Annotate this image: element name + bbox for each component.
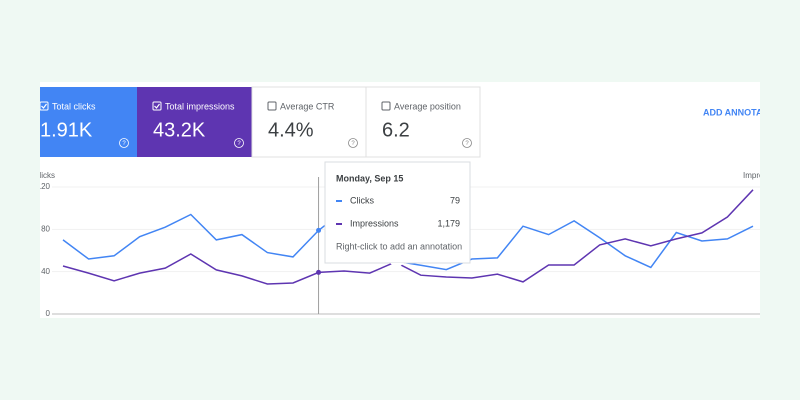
hover-point [316,227,322,233]
metric-label: Average CTR [280,101,335,111]
help-icon [234,138,244,148]
help-icon [119,138,129,148]
add-annotation[interactable]: ADD ANNOTATION [703,107,783,117]
help-icon-mark: ? [122,141,126,147]
help-icon-mark: ? [351,141,355,147]
metric-label: Total impressions [165,101,235,111]
tooltip-title: Monday, Sep 15 [336,173,403,183]
tooltip-footer: Right-click to add an annotation [336,241,462,251]
y-axis-title: Clicks [34,171,55,180]
tooltip-series-name: Impressions [350,218,399,228]
y-tick-label: 120 [37,182,51,191]
help-icon [462,138,472,148]
y-tick-label: 80 [41,224,50,233]
metric-card[interactable] [30,87,137,157]
tooltip-value: 1,179 [437,218,460,228]
metric-card[interactable] [137,87,252,157]
metric-label: Total clicks [52,101,96,111]
checkbox[interactable] [267,101,277,111]
metric-card[interactable] [251,86,367,158]
metric-value: 4.4% [268,119,314,141]
help-icon-mark: ? [465,141,469,147]
y-tick-label: 0 [46,309,51,318]
metric-label: Average position [394,101,461,111]
help-icon-mark: ? [237,141,241,147]
tooltip-series-name: Clicks [350,195,374,205]
help-icon [348,138,358,148]
series-line [62,189,754,285]
tooltip-value: 79 [450,195,460,205]
checkmark [41,103,47,109]
metric-value: 43.2K [153,119,206,141]
hover-point [316,269,322,275]
y-tick-label: 40 [41,267,50,276]
checkbox[interactable] [152,101,162,111]
metric-value: 6.2 [382,119,410,141]
metric-value: 1.91K [40,119,93,141]
metric-card[interactable] [365,86,481,158]
tooltip-pointer [390,263,404,269]
y2-axis-title: Impressions [743,171,786,180]
tooltip [324,161,471,264]
checkbox[interactable] [40,101,49,111]
checkbox[interactable] [381,101,391,111]
checkmark [154,103,160,109]
